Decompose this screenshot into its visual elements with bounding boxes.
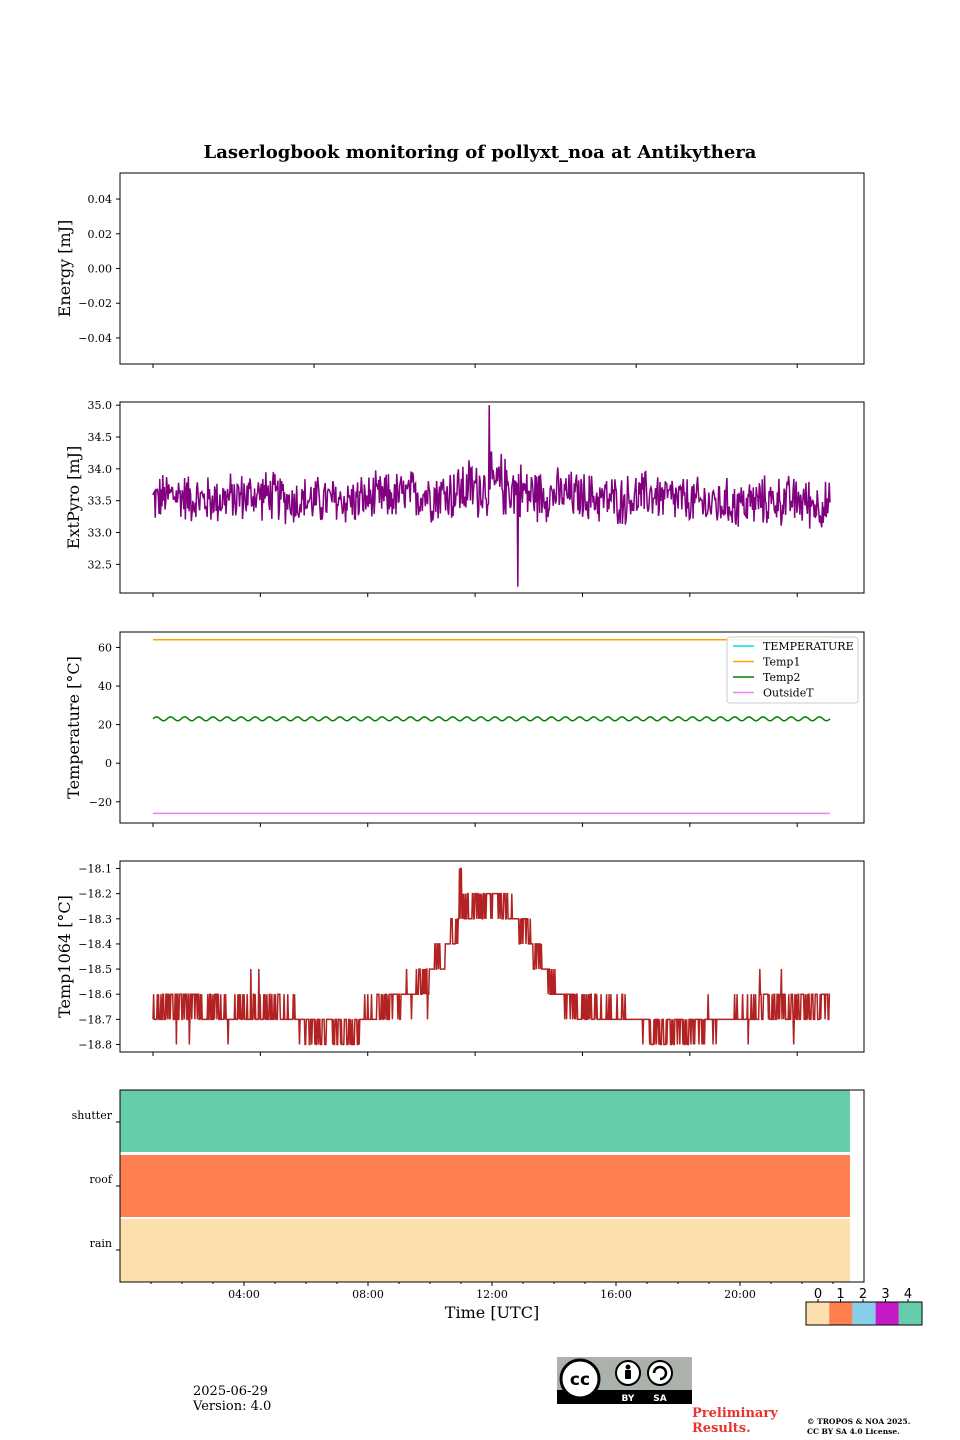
y-tick-label: 20 (98, 719, 112, 732)
status-row-roof (120, 1155, 851, 1217)
plot-area (152, 638, 831, 815)
y-tick-label: −18.6 (78, 988, 112, 1001)
status-row-rain (120, 1219, 851, 1282)
plot-area (152, 867, 831, 1046)
status-row-label-roof: roof (89, 1173, 113, 1186)
legend-label-temp1: Temp1 (763, 656, 800, 669)
y-tick-label: 60 (98, 641, 112, 654)
panel-frame (119, 172, 865, 365)
person-body (625, 1370, 631, 1379)
colorbar-label-1: 1 (836, 1287, 844, 1302)
y-tick-label: 32.5 (88, 558, 113, 571)
cc-by-sa-license-badge: cc BY SA (557, 1357, 692, 1404)
colorbar-swatch-1 (829, 1302, 853, 1325)
cc-text: cc (570, 1370, 590, 1390)
y-axis-label: Temp1064 [°C] (55, 895, 74, 1018)
status-row-label-rain: rain (90, 1237, 112, 1250)
colorbar-label-4: 4 (904, 1287, 912, 1302)
y-tick-label: 34.0 (88, 463, 113, 476)
version-label: Version: 4.0 (193, 1399, 272, 1414)
colorbar-swatch-2 (852, 1302, 876, 1325)
y-tick-label: 33.5 (88, 495, 113, 508)
y-tick-label: 0.02 (88, 228, 113, 241)
y-tick-label: −18.4 (78, 938, 112, 951)
x-tick-label: 20:00 (724, 1288, 756, 1301)
preliminary-text: Preliminary Results. (692, 1406, 778, 1436)
legend-label-temp2: Temp2 (763, 671, 800, 684)
extpyro-panel: 35.0 34.5 34.0 33.5 33.0 32.5 ExtPyro [mJ] (64, 399, 865, 597)
y-tick-label: 0.04 (88, 193, 113, 206)
status-row-shutter (120, 1090, 851, 1152)
y-tick-label: −20 (89, 796, 112, 809)
y-axis-label: ExtPyro [mJ] (64, 446, 83, 549)
y-tick-label: 0.00 (88, 263, 113, 276)
y-tick-label: −18.2 (78, 888, 112, 901)
y-tick-label: −18.7 (78, 1013, 112, 1026)
y-tick-label: −18.8 (78, 1038, 112, 1051)
temp1064-panel: −18.1 −18.2 −18.3 −18.4 −18.5 −18.6 −18.7 −18.8… (55, 860, 865, 1056)
x-tick-label: 16:00 (600, 1288, 632, 1301)
panel-frame (119, 860, 865, 1053)
y-axis-label: Energy [mJ] (55, 220, 74, 318)
colorbar-swatch-3 (875, 1302, 899, 1325)
legend-label-outsidet: OutsideT (763, 687, 814, 700)
date-label: 2025-06-29 (193, 1384, 268, 1399)
cc-circle-icon (559, 1358, 601, 1400)
series-line-temp2 (152, 716, 831, 722)
y-tick-label: −0.04 (78, 332, 112, 345)
energy-panel: 0.04 0.02 0.00 −0.02 −0.04 Energy [mJ] (55, 172, 865, 368)
y-tick-label: 35.0 (88, 399, 113, 412)
extpyro-series-line (152, 405, 831, 587)
x-axis-label: Time [UTC] (445, 1303, 539, 1322)
figure-title: Laserlogbook monitoring of pollyxt_noa a… (204, 142, 757, 163)
copyright-line-1: © TROPOS & NOA 2025. (807, 1417, 911, 1426)
x-tick-label: 04:00 (228, 1288, 260, 1301)
share-alike-arc (652, 1365, 668, 1381)
preliminary-results-note: Preliminary Results. (692, 1406, 787, 1436)
date-version-block: 2025-06-29 Version: 4.0 (193, 1384, 271, 1414)
y-tick-label: 40 (98, 680, 112, 693)
copyright-note: © TROPOS & NOA 2025. CC BY SA 4.0 Licens… (807, 1417, 910, 1437)
colorbar-frame (805, 1301, 923, 1326)
colorbar-swatch-4 (898, 1302, 922, 1325)
temperature-panel: 60 40 20 0 −20 Temperature [°C] TEMPERATURE Tem… (64, 631, 865, 827)
y-tick-label: −18.1 (78, 863, 112, 876)
person-head (625, 1364, 631, 1370)
by-text: BY (622, 1394, 635, 1404)
colorbar-label-0: 0 (814, 1287, 822, 1302)
temp1064-series-line (152, 867, 831, 1046)
y-axis-label: Temperature [°C] (64, 656, 83, 799)
legend-label-temperature: TEMPERATURE (763, 640, 854, 653)
x-tick-label: 12:00 (476, 1288, 508, 1301)
share-alike-icon (647, 1360, 673, 1386)
status-panel: shutter roof rain 04:00 08:00 12:00 16:00 20:00 (72, 1089, 865, 1301)
legend: TEMPERATURE Temp1 Temp2 OutsideT (726, 636, 859, 704)
colorbar-label-2: 2 (859, 1287, 867, 1302)
colorbar-label-3: 3 (881, 1287, 889, 1302)
y-tick-label: 34.5 (88, 431, 113, 444)
x-tick-label: 08:00 (352, 1288, 384, 1301)
status-row-label-shutter: shutter (72, 1109, 113, 1122)
y-tick-label: 0 (105, 757, 112, 770)
copyright-line-2: CC BY SA 4.0 License. (807, 1427, 900, 1436)
plot-area (152, 405, 831, 587)
legend-frame (726, 636, 859, 704)
panel-frame (119, 401, 865, 594)
y-tick-label: 33.0 (88, 527, 113, 540)
panel-frame (119, 631, 865, 824)
y-tick-label: −18.3 (78, 913, 112, 926)
y-tick-label: −18.5 (78, 963, 112, 976)
colorbar-swatch-0 (806, 1302, 830, 1325)
sa-text: SA (653, 1394, 666, 1404)
y-tick-label: −0.02 (78, 297, 112, 310)
